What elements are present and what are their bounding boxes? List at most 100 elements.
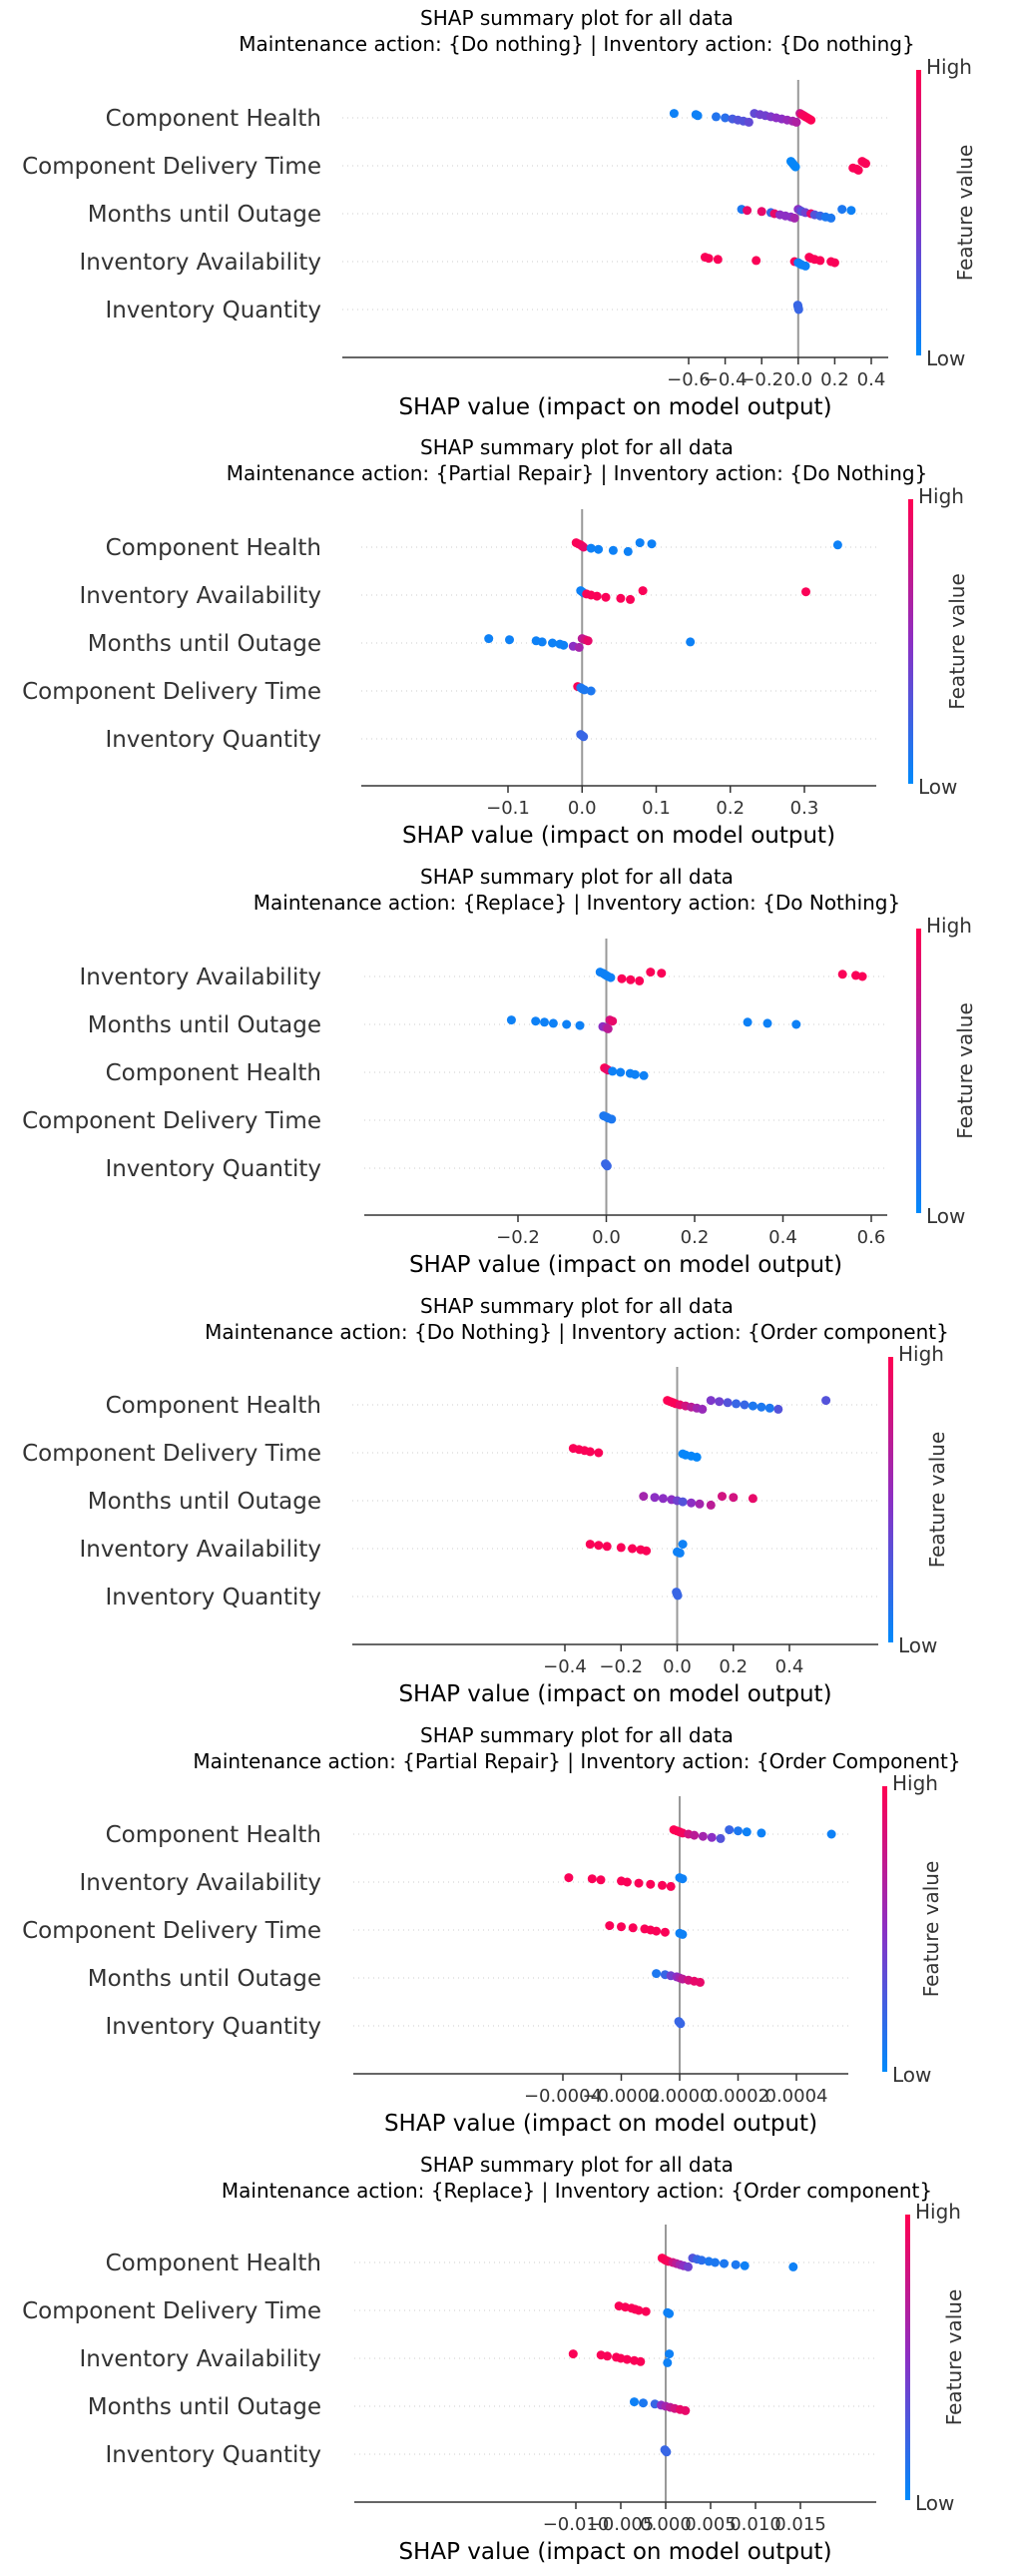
shap-point (789, 213, 799, 223)
colorbar-gradient (916, 929, 921, 1213)
shap-point (793, 305, 803, 315)
shap-point (740, 2260, 750, 2270)
shap-point (635, 975, 645, 985)
shap-point (764, 1403, 774, 1413)
shap-point (594, 1448, 604, 1458)
colorbar-low-label: Low (918, 775, 957, 799)
feature-row: Component Health (106, 2251, 876, 2276)
shap-point (608, 1016, 618, 1026)
feature-label: Component Delivery Time (22, 1108, 321, 1134)
x-tick-label: 0.0000 (649, 2086, 712, 2107)
x-tick-label: 0.0 (663, 1656, 692, 1677)
shap-point (641, 2306, 651, 2316)
x-tick-label: 0.6 (857, 1227, 886, 1248)
x-tick-label: −0.005 (588, 2514, 655, 2535)
shap-point (559, 640, 569, 650)
shap-point (583, 636, 593, 646)
shap-point (608, 1066, 618, 1076)
colorbar-title: Feature value (925, 1432, 949, 1569)
shap-point (693, 111, 703, 121)
chart-subtitle: Maintenance action: {Do nothing} | Inven… (239, 32, 914, 56)
shap-point (587, 1874, 597, 1884)
shap-point (660, 1927, 670, 1937)
colorbar: High Low Feature value (916, 914, 977, 1228)
shap-point (505, 635, 514, 645)
shap-point (752, 256, 761, 266)
shap-point (675, 1548, 685, 1558)
shap-point (586, 543, 596, 553)
shap-point (652, 1969, 662, 1979)
feature-label: Months until Outage (88, 1489, 321, 1515)
shap-point (658, 1880, 667, 1890)
shap-point (748, 1494, 758, 1504)
shap-point (684, 2261, 693, 2271)
shap-point (634, 2305, 644, 2315)
feature-row: Inventory Quantity (105, 727, 876, 753)
feature-label: Inventory Quantity (105, 1585, 321, 1610)
shap-point (731, 2259, 741, 2269)
feature-label: Component Delivery Time (22, 679, 321, 705)
shap-point (743, 1017, 753, 1027)
shap-point (734, 1826, 743, 1836)
shap-point (579, 542, 589, 552)
feature-row: Component Delivery Time (22, 679, 876, 705)
feature-row: Component Health (106, 1060, 887, 1086)
shap-point (690, 1830, 700, 1840)
shap-point (636, 2356, 646, 2366)
shap-point (721, 113, 731, 123)
chart-panel-2: SHAP summary plot for all dataMaintenanc… (22, 435, 969, 849)
colorbar-gradient (916, 70, 921, 355)
x-axis-label: SHAP value (impact on model output) (402, 823, 835, 849)
shap-point (716, 1833, 726, 1843)
shap-point (821, 1396, 831, 1406)
shap-point (729, 1493, 739, 1503)
x-tick-label: −0.0002 (582, 2086, 660, 2107)
shap-point (548, 1018, 558, 1028)
shap-point (602, 1542, 612, 1552)
x-tick-label: −0.0004 (524, 2086, 602, 2107)
shap-point (580, 685, 589, 695)
feature-label: Component Delivery Time (22, 1441, 321, 1467)
shap-point (639, 1492, 649, 1502)
shap-point (662, 2447, 672, 2457)
colorbar-high-label: High (926, 914, 972, 938)
shap-point (652, 1926, 662, 1936)
shap-point (673, 1591, 683, 1601)
chart-subtitle: Maintenance action: {Replace} | Inventor… (222, 2179, 932, 2203)
shap-point (634, 1878, 644, 1888)
shap-point (585, 1540, 595, 1550)
x-tick-label: 0.3 (790, 798, 819, 819)
shap-point (788, 2261, 798, 2271)
feature-row: Months until Outage (88, 1966, 848, 1992)
chart-panel-4: SHAP summary plot for all dataMaintenanc… (22, 1294, 949, 1707)
feature-label: Component Health (106, 2251, 321, 2276)
shap-point (594, 1541, 604, 1551)
shap-point (603, 2351, 612, 2361)
shap-point (704, 254, 714, 264)
feature-label: Inventory Quantity (105, 1156, 321, 1182)
feature-row: Inventory Availability (79, 1537, 878, 1563)
shap-point (718, 1492, 727, 1502)
x-axis-label: SHAP value (impact on model output) (398, 2539, 831, 2565)
colorbar-gradient (908, 499, 913, 784)
shap-point (594, 544, 604, 554)
feature-label: Component Health (106, 1822, 321, 1848)
shap-point (607, 1114, 617, 1124)
shap-point (669, 109, 679, 119)
shap-point (800, 261, 810, 271)
chart-panel-1: SHAP summary plot for all dataMaintenanc… (22, 6, 977, 420)
x-tick-label: −0.1 (486, 798, 530, 819)
shap-point (742, 1827, 752, 1837)
feature-row: Component Delivery Time (22, 1108, 887, 1134)
feature-row: Inventory Quantity (105, 298, 888, 323)
x-tick-label: 0.4 (775, 1656, 804, 1677)
shap-point (678, 1497, 688, 1507)
x-axis: −0.2 0.0 0.2 0.4 0.6 SHAP value (impact on mo… (364, 1214, 887, 1278)
colorbar-high-label: High (926, 55, 972, 79)
colorbar-low-label: Low (898, 1633, 937, 1657)
colorbar-low-label: Low (892, 2063, 931, 2087)
shap-point (695, 1499, 705, 1509)
feature-label: Inventory Quantity (105, 727, 321, 753)
feature-row: Inventory Quantity (105, 1156, 887, 1182)
